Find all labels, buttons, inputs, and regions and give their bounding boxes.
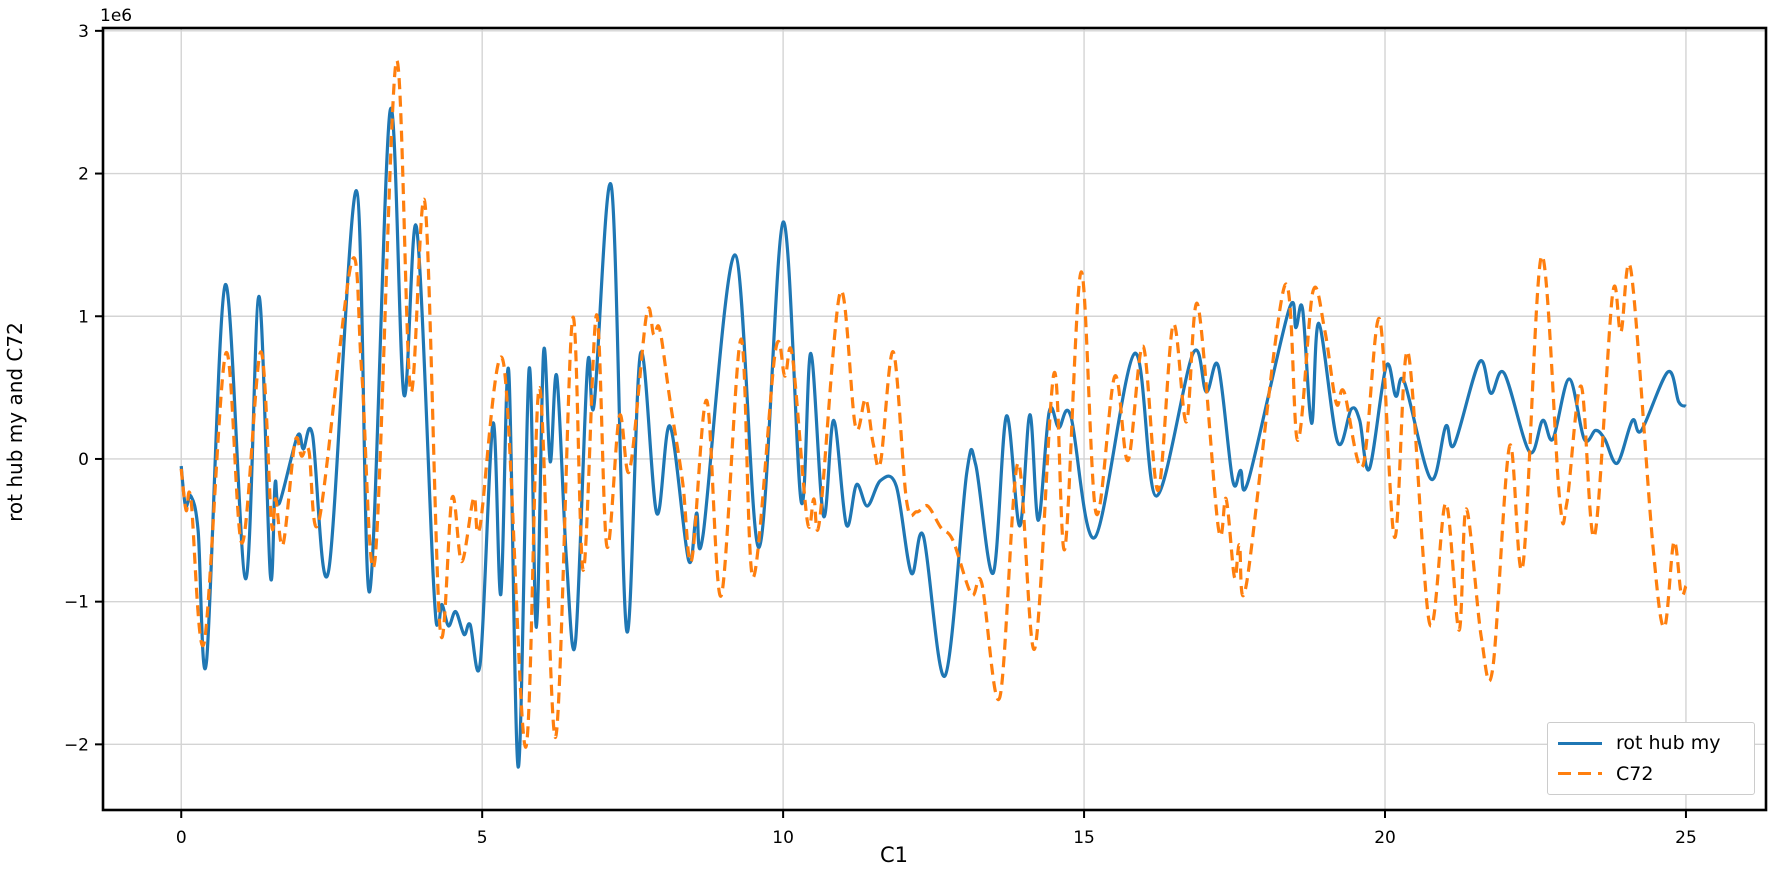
x-tick-label: 0 (176, 828, 187, 848)
legend-label: C72 (1616, 762, 1654, 785)
legend-item-c72: C72 (1558, 760, 1744, 788)
y-tick-label: 1 (78, 307, 89, 327)
x-tick-label: 5 (477, 828, 488, 848)
y-axis-label: rot hub my and C72 (3, 322, 27, 522)
legend-line-solid-icon (1558, 741, 1602, 746)
legend: rot hub my C72 (1547, 722, 1755, 795)
x-axis-label: C1 (879, 843, 909, 867)
x-tick-label: 10 (772, 828, 794, 848)
y-tick-label: −1 (64, 593, 89, 613)
axes-spines (101, 26, 1768, 812)
y-tick-label: 2 (78, 165, 89, 185)
x-tick-label: 25 (1675, 828, 1697, 848)
legend-label: rot hub my (1616, 732, 1721, 755)
legend-item-rot-hub-my: rot hub my (1558, 729, 1744, 757)
series-line-rot-hub-my (179, 106, 1687, 769)
y-axis-offset-text: 1e6 (100, 6, 133, 26)
x-tick-label: 20 (1374, 828, 1396, 848)
x-tick-label: 15 (1073, 828, 1095, 848)
series-line-C72 (179, 59, 1688, 749)
legend-line-dashed-icon (1558, 771, 1602, 776)
y-tick-label: 3 (78, 22, 89, 42)
y-tick-label: 0 (78, 450, 89, 470)
y-tick-label: −2 (64, 735, 89, 755)
